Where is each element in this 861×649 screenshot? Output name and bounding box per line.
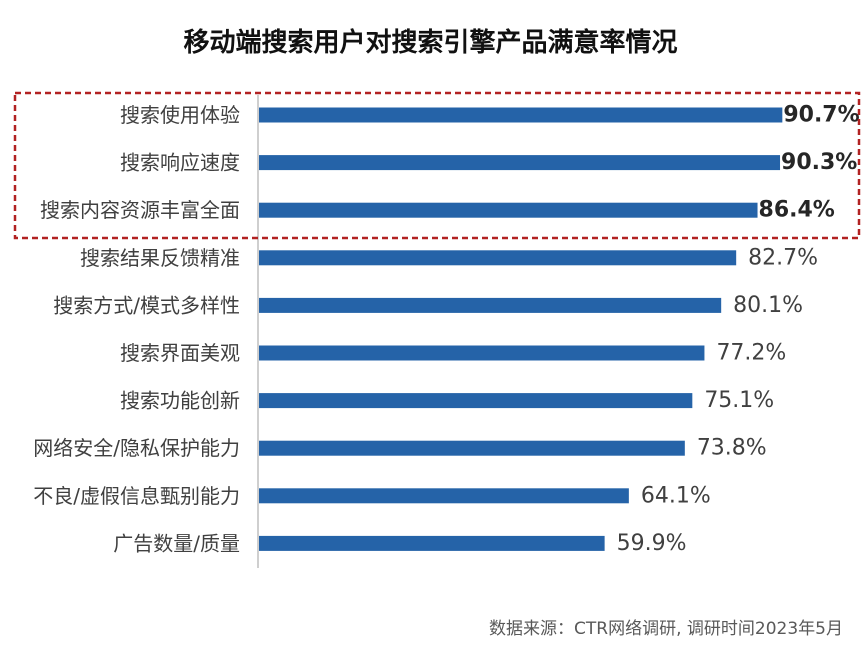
value-labels-group: 90.7% 90.3% 86.4% 82.7% 80.1% 77.2% 75.1% 73.8%… — [617, 103, 860, 556]
value-label: 64.1% — [641, 483, 711, 508]
category-label: 不良/虚假信息甄别能力 — [33, 484, 240, 508]
category-label: 搜索方式/模式多样性 — [53, 293, 240, 317]
category-label: 搜索界面美观 — [120, 341, 240, 365]
bar — [259, 107, 783, 123]
highlight-box — [13, 91, 861, 240]
bar — [259, 202, 758, 218]
category-labels-group: 搜索使用体验搜索响应速度搜索内容资源丰富全面搜索结果反馈精准搜索方式/模式多样性… — [33, 103, 240, 555]
bar — [259, 250, 737, 266]
bar — [259, 393, 693, 409]
bar — [259, 488, 629, 504]
value-label: 90.7% — [783, 103, 859, 128]
chart-title: 移动端搜索用户对搜索引擎产品满意率情况 — [183, 28, 678, 58]
category-label: 搜索功能创新 — [120, 389, 240, 413]
value-label: 73.8% — [697, 436, 767, 461]
bars-group — [259, 107, 783, 551]
value-label: 86.4% — [759, 198, 835, 223]
bar — [259, 297, 722, 313]
category-label: 搜索响应速度 — [120, 151, 240, 175]
value-label: 59.9% — [617, 531, 687, 556]
bar — [259, 345, 705, 361]
bar — [259, 440, 685, 456]
bar — [259, 535, 605, 551]
source-note: 数据来源：CTR网络调研, 调研时间2023年5月 — [489, 619, 843, 639]
category-label: 网络安全/隐私保护能力 — [33, 436, 240, 460]
category-label: 搜索内容资源丰富全面 — [40, 198, 240, 222]
value-label: 82.7% — [748, 245, 818, 270]
value-label: 75.1% — [704, 388, 774, 413]
category-label: 搜索结果反馈精准 — [80, 246, 240, 270]
value-label: 90.3% — [781, 150, 857, 175]
value-label: 77.2% — [716, 341, 786, 366]
value-label: 80.1% — [733, 293, 803, 318]
category-label: 广告数量/质量 — [113, 531, 240, 555]
bar — [259, 155, 781, 171]
category-label: 搜索使用体验 — [120, 103, 240, 127]
